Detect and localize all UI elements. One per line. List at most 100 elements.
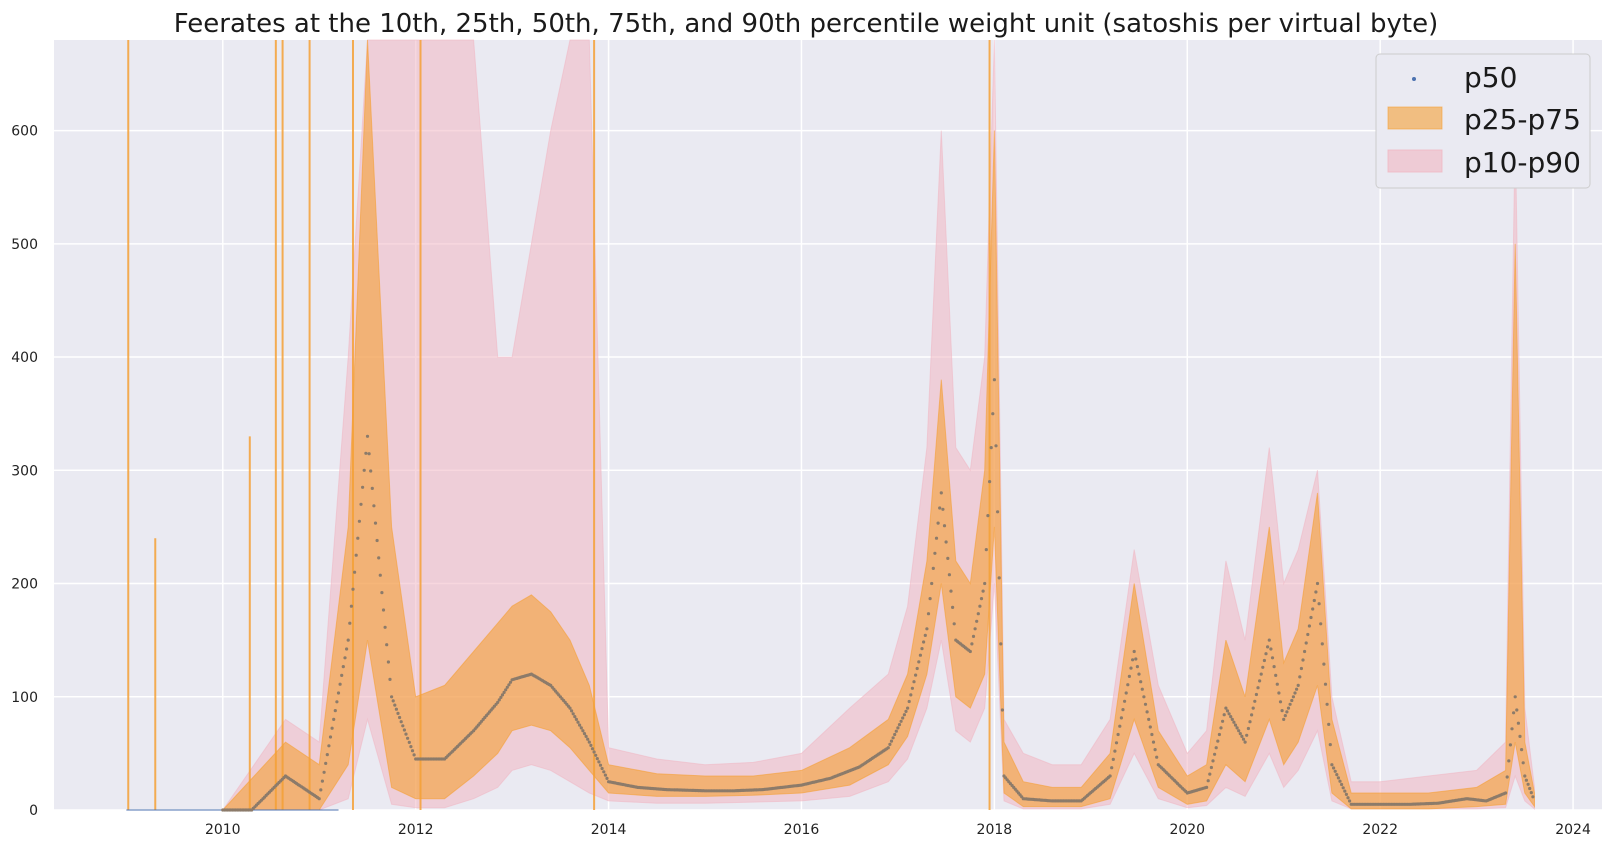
p50-point <box>1505 775 1509 779</box>
legend-p10-p90-swatch <box>1387 149 1443 173</box>
p50-point <box>1116 732 1120 737</box>
p50-point <box>570 709 574 713</box>
p50-point <box>327 744 331 748</box>
p50-point <box>362 468 366 472</box>
y-tick-label: 300 <box>11 463 38 479</box>
x-tick-label: 2024 <box>1555 822 1591 838</box>
p50-point <box>1518 734 1522 739</box>
p50-point <box>322 770 326 774</box>
p50-point <box>896 726 900 730</box>
p50-point <box>975 619 979 623</box>
p50-point <box>1291 695 1295 699</box>
p50-point <box>1151 740 1156 744</box>
x-tick-label: 2010 <box>205 822 241 838</box>
p50-point <box>1304 641 1308 645</box>
p50-point <box>976 612 980 616</box>
p50-point <box>1134 657 1138 661</box>
p50-point <box>592 750 596 754</box>
p50-point <box>1258 679 1262 683</box>
p50-point <box>1320 642 1324 646</box>
p50-point <box>1340 782 1344 787</box>
p50-point <box>1264 652 1268 656</box>
p50-point <box>1301 658 1305 662</box>
p50-point <box>1346 796 1350 800</box>
p50-point <box>590 747 595 751</box>
p50-point <box>902 713 907 717</box>
p50-point <box>589 743 593 748</box>
p50-point <box>357 519 361 523</box>
p50-point <box>375 538 379 543</box>
p50-point <box>934 536 939 540</box>
p50-point <box>594 753 598 757</box>
legend-p25-p75-swatch <box>1387 106 1443 130</box>
p50-point <box>1327 722 1331 727</box>
p50-point <box>340 673 344 678</box>
p50-point <box>380 591 384 595</box>
p50-point <box>1508 743 1512 747</box>
p50-point <box>973 627 977 631</box>
p50-point <box>930 581 934 586</box>
p50-point <box>328 735 333 739</box>
p50-point <box>1142 695 1146 699</box>
p50-points <box>221 378 1535 812</box>
p50-point <box>595 757 599 761</box>
p50-point <box>1516 721 1520 725</box>
p50-point <box>1343 789 1347 793</box>
p50-point <box>1521 761 1525 765</box>
p50-point <box>394 707 398 711</box>
p50-point <box>406 736 410 740</box>
p50-point <box>1135 665 1139 669</box>
p50-point <box>1524 778 1528 782</box>
p50-point <box>1344 792 1348 797</box>
p50-point <box>1213 752 1217 756</box>
p50-point <box>1147 717 1151 722</box>
p50-point <box>1523 774 1527 778</box>
p50-point <box>994 444 998 448</box>
p50-point <box>979 597 984 601</box>
p50-point <box>1270 656 1275 660</box>
p50-point <box>1515 708 1519 712</box>
p50-point <box>981 589 985 593</box>
p50-point <box>597 760 601 764</box>
p50-point <box>586 737 590 741</box>
p50-point <box>1143 702 1148 706</box>
p50-point <box>390 695 394 699</box>
p50-point <box>343 656 347 660</box>
p50-point <box>947 573 952 577</box>
p50-point <box>1126 683 1130 687</box>
p50-point <box>393 703 397 707</box>
p50-point <box>889 739 894 743</box>
p50-point <box>576 720 580 724</box>
p50-point <box>1251 706 1255 710</box>
p50-point <box>600 766 604 771</box>
p50-point <box>1286 706 1291 710</box>
p50-point <box>370 486 374 490</box>
p50-point <box>568 706 572 710</box>
p50-point <box>396 711 400 716</box>
p50-point <box>1121 708 1125 712</box>
p50-point <box>984 548 988 552</box>
p50-point <box>1233 723 1238 727</box>
p50-point <box>353 570 357 574</box>
p50-point <box>1153 748 1157 752</box>
p50-point <box>1274 673 1278 678</box>
legend-p10-p90-label: p10-p90 <box>1464 146 1581 179</box>
p50-point <box>1299 666 1303 671</box>
p50-point <box>910 686 915 690</box>
y-tick-label: 0 <box>29 803 38 819</box>
p50-point <box>1127 674 1131 679</box>
p50-point <box>1209 765 1213 770</box>
p50-point <box>324 761 328 766</box>
p50-point <box>1333 769 1337 773</box>
p50-point <box>1306 632 1310 637</box>
p50-point <box>496 700 500 705</box>
p50-point <box>1293 691 1297 695</box>
band-layer <box>221 39 1535 811</box>
chart-title: Feerates at the 10th, 25th, 50th, 75th, … <box>174 9 1439 39</box>
p50-point <box>952 622 956 626</box>
x-tick-label: 2020 <box>1169 822 1205 838</box>
p50-point <box>361 485 365 489</box>
p50-point <box>946 556 950 561</box>
p50-point <box>904 709 908 714</box>
p50-point <box>1269 647 1273 651</box>
